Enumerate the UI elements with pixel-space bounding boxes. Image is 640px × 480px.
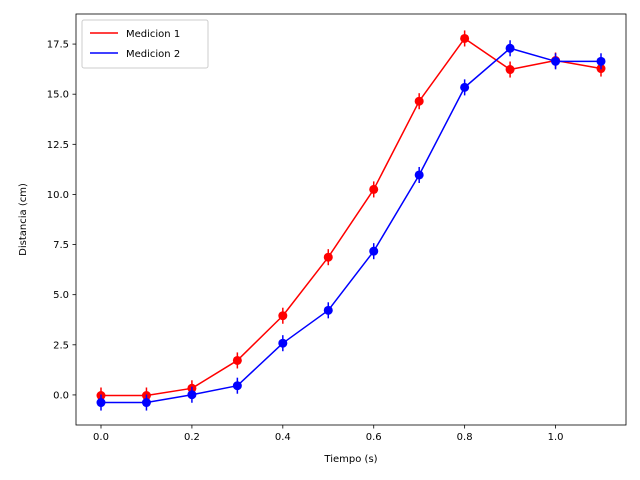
x-tick-label: 0.0: [93, 432, 109, 443]
data-point: [96, 398, 106, 408]
data-point: [369, 184, 379, 194]
data-point: [414, 170, 424, 180]
legend: Medicion 1 Medicion 2: [81, 19, 209, 69]
x-tick-label: 0.4: [275, 432, 291, 443]
legend-label-medicion-2: Medicion 2: [126, 49, 180, 60]
series-line: [101, 47, 601, 404]
y-tick-label: 7.5: [53, 240, 69, 251]
y-axis-label: Distancia (cm): [18, 183, 29, 256]
y-tick-label: 0.0: [53, 390, 69, 401]
data-point: [505, 65, 515, 75]
y-tick-label: 12.5: [47, 140, 69, 151]
x-tick-label: 0.6: [366, 432, 382, 443]
data-point: [232, 355, 242, 365]
x-tick-label: 1.0: [548, 432, 564, 443]
x-tick-label: 0.2: [184, 432, 200, 443]
series-medicion-1: [96, 30, 606, 404]
y-tick-label: 15.0: [47, 90, 69, 101]
data-point: [551, 56, 561, 66]
y-tick-label: 5.0: [53, 290, 69, 301]
data-point: [460, 82, 470, 92]
data-point: [596, 56, 606, 66]
y-axis: 0.0 2.5 5.0 7.5 10.0 12.5 15.0 17.5: [47, 40, 76, 401]
data-point: [323, 305, 333, 315]
data-point: [460, 33, 470, 43]
data-point: [141, 398, 151, 408]
y-tick-label: 2.5: [53, 340, 69, 351]
data-point: [323, 252, 333, 262]
y-tick-label: 17.5: [47, 40, 69, 51]
series-medicion-2: [96, 40, 606, 411]
plot-area: [96, 30, 606, 411]
legend-box: [81, 19, 209, 69]
data-point: [232, 381, 242, 391]
data-point: [278, 338, 288, 348]
x-axis-label: Tiempo (s): [323, 454, 377, 465]
x-tick-label: 0.8: [457, 432, 473, 443]
data-point: [369, 246, 379, 256]
data-point: [505, 43, 515, 53]
axes-frame: [75, 13, 627, 426]
data-point: [414, 96, 424, 106]
data-point: [278, 311, 288, 321]
y-tick-label: 10.0: [47, 190, 69, 201]
legend-label-medicion-1: Medicion 1: [126, 29, 180, 40]
series-line: [101, 37, 602, 397]
data-point: [187, 390, 197, 400]
x-axis: 0.0 0.2 0.4 0.6 0.8 1.0: [93, 425, 563, 443]
